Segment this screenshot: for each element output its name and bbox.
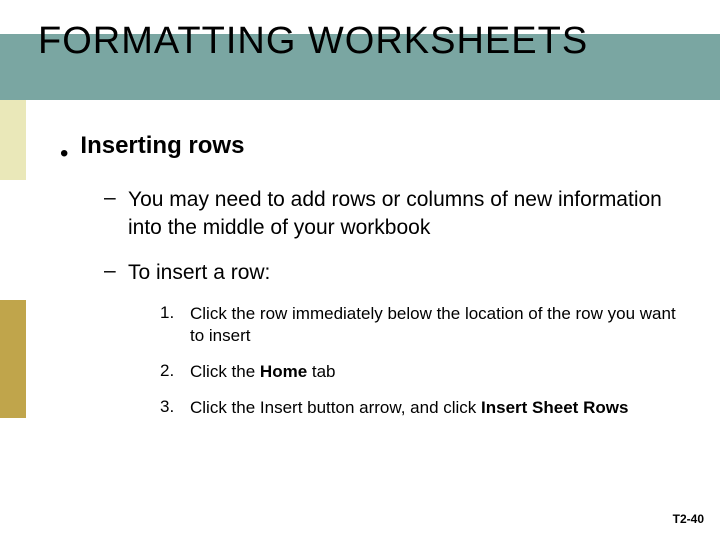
- level3-text: Click the Home tab: [190, 361, 680, 383]
- list-number: 2.: [160, 361, 182, 381]
- dash-icon: –: [104, 259, 118, 283]
- bullet-level1: • Inserting rows: [60, 132, 680, 168]
- bullet-level2: – You may need to add rows or columns of…: [104, 186, 680, 243]
- bullet-dot-icon: •: [60, 140, 68, 168]
- bullet-level2: – To insert a row:: [104, 259, 680, 287]
- content-area: • Inserting rows – You may need to add r…: [60, 132, 680, 433]
- text-bold: Insert Sheet Rows: [481, 398, 628, 417]
- level3-text: Click the row immediately below the loca…: [190, 303, 680, 347]
- accent-bar-bottom: [0, 300, 26, 418]
- slide-number: T2-40: [673, 512, 704, 526]
- level2-text: You may need to add rows or columns of n…: [128, 186, 680, 243]
- text-bold: Home: [260, 362, 307, 381]
- level2-text: To insert a row:: [128, 259, 680, 287]
- numbered-item: 1. Click the row immediately below the l…: [160, 303, 680, 347]
- numbered-item: 3. Click the Insert button arrow, and cl…: [160, 397, 680, 419]
- dash-icon: –: [104, 186, 118, 210]
- list-number: 1.: [160, 303, 182, 323]
- slide-title: FORMATTING WORKSHEETS: [38, 20, 588, 63]
- numbered-item: 2. Click the Home tab: [160, 361, 680, 383]
- level3-text: Click the Insert button arrow, and click…: [190, 397, 680, 419]
- text-pre: Click the Insert button arrow, and click: [190, 398, 481, 417]
- text-post: tab: [307, 362, 335, 381]
- slide-container: { "title": { "text": "FORMATTING WORKSHE…: [0, 0, 720, 540]
- accent-bar-top: [0, 100, 26, 180]
- level1-text: Inserting rows: [80, 132, 680, 160]
- text-pre: Click the: [190, 362, 260, 381]
- list-number: 3.: [160, 397, 182, 417]
- text-pre: Click the row immediately below the loca…: [190, 304, 676, 345]
